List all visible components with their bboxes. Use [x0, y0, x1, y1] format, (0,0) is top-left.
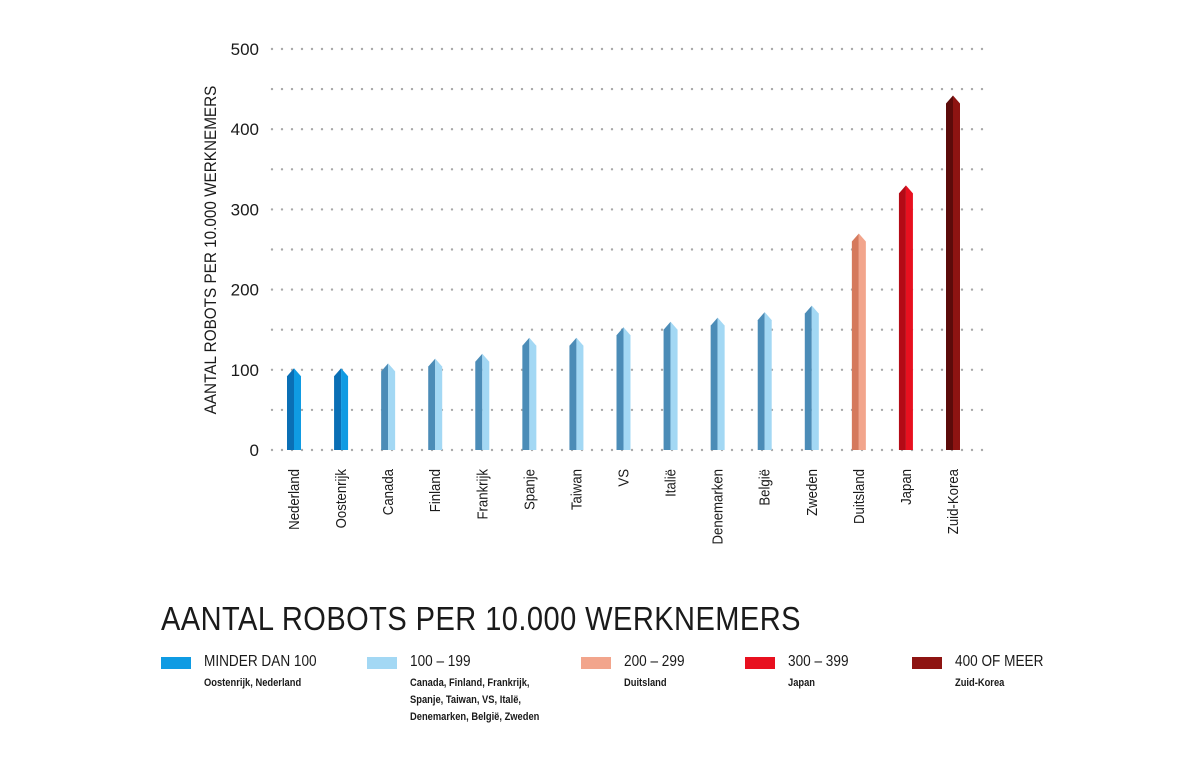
- y-tick-label: 400: [231, 120, 259, 139]
- y-tick-label: 200: [231, 281, 259, 300]
- bar-face-light: [953, 95, 960, 450]
- x-tick-label: Taiwan: [568, 469, 585, 510]
- legend-swatch: [367, 657, 397, 669]
- legend-members: Canada, Finland, Frankrijk, Spanje, Taiw…: [410, 677, 540, 723]
- bar-taiwan: [569, 337, 584, 450]
- legend-members: Oostenrijk, Nederland: [204, 677, 302, 689]
- bar-face-dark: [334, 368, 342, 450]
- bar-chart: 0 100 200 300 400 500 Nederland Oostenrijk Cana…: [201, 40, 994, 544]
- bar-face-light: [576, 337, 584, 450]
- bar-denemarken: [710, 317, 725, 450]
- bar-face-light: [435, 358, 443, 450]
- bar-face-dark: [287, 368, 294, 450]
- bar-face-dark: [663, 321, 671, 450]
- x-tick-label: Oostenrijk: [332, 468, 349, 528]
- x-tick-label: Frankrijk: [473, 468, 490, 519]
- bar-nederland: [287, 368, 301, 450]
- bar-canada: [381, 363, 396, 450]
- bars: [287, 95, 960, 450]
- legend-members: Duitsland: [624, 677, 667, 689]
- bar-face-dark: [428, 358, 436, 450]
- bar-face-light: [717, 317, 725, 450]
- bar-face-dark: [757, 312, 765, 450]
- bar-japan: [898, 185, 913, 450]
- bar-face-light: [482, 353, 490, 450]
- bar-face-light: [670, 321, 678, 450]
- bar-oostenrijk: [334, 368, 349, 450]
- x-tick-label: Nederland: [285, 469, 302, 530]
- y-tick-label: 300: [231, 200, 259, 219]
- x-tick-label: Zweden: [803, 469, 820, 516]
- legend-swatch: [161, 657, 191, 669]
- bar-duitsland: [851, 233, 866, 450]
- bar-face-dark: [522, 337, 530, 450]
- bar-face-light: [341, 368, 349, 450]
- bar-face-dark: [381, 363, 389, 450]
- bar-spanje: [522, 337, 537, 450]
- legend-label: MINDER DAN 100: [204, 653, 317, 670]
- bar-zuid-korea: [946, 95, 960, 450]
- bar-face-dark: [804, 305, 812, 450]
- legend-members: Zuid-Korea: [955, 677, 1005, 689]
- bar-face-dark: [475, 353, 483, 450]
- bar-face-dark: [851, 233, 859, 450]
- bar-vs: [616, 327, 631, 450]
- x-tick-label: Denemarken: [709, 469, 726, 544]
- legend-swatch: [581, 657, 611, 669]
- y-axis-ticks: 0 100 200 300 400 500: [231, 40, 259, 460]
- x-tick-label: Canada: [379, 469, 396, 515]
- y-tick-label: 500: [231, 40, 259, 59]
- x-tick-label: VS: [615, 469, 632, 487]
- x-tick-label: Finland: [426, 469, 443, 512]
- bar-face-dark: [710, 317, 718, 450]
- legend-swatch: [745, 657, 775, 669]
- x-tick-label: Duitsland: [850, 469, 867, 524]
- bar-face-light: [905, 185, 913, 450]
- bar-face-light: [764, 312, 772, 450]
- bar-italië: [663, 321, 678, 450]
- x-tick-label: Italië: [662, 469, 679, 497]
- y-tick-label: 100: [231, 361, 259, 380]
- y-axis-label: AANTAL ROBOTS PER 10.000 WERKNEMERS: [201, 85, 220, 414]
- bar-zweden: [804, 305, 819, 450]
- x-axis-labels: Nederland Oostenrijk Canada Finland Frankrij…: [285, 468, 961, 544]
- bar-frankrijk: [475, 353, 490, 450]
- bar-face-light: [294, 368, 301, 450]
- bar-face-dark: [946, 95, 953, 450]
- chart-title: AANTAL ROBOTS PER 10.000 WERKNEMERS: [161, 600, 801, 637]
- bar-face-dark: [569, 337, 577, 450]
- bar-face-light: [858, 233, 866, 450]
- legend-label: 200 – 299: [624, 653, 685, 670]
- bar-finland: [428, 358, 443, 450]
- bar-face-light: [388, 363, 396, 450]
- gridlines: [270, 47, 994, 452]
- x-tick-label: Spanje: [521, 469, 538, 510]
- bar-face-light: [811, 305, 819, 450]
- bar-face-dark: [616, 327, 624, 450]
- bar-face-dark: [898, 185, 906, 450]
- x-tick-label: Zuid-Korea: [944, 469, 961, 534]
- x-tick-label: Japan: [897, 469, 914, 505]
- legend: MINDER DAN 100 Oostenrijk, Nederland 100…: [0, 653, 1201, 764]
- y-tick-label: 0: [250, 441, 259, 460]
- x-tick-label: België: [756, 469, 773, 506]
- legend-members: Japan: [788, 677, 816, 689]
- bar-face-light: [623, 327, 631, 450]
- legend-swatch: [912, 657, 942, 669]
- legend-label: 100 – 199: [410, 653, 471, 670]
- legend-label: 300 – 399: [788, 653, 849, 670]
- bar-face-light: [529, 337, 537, 450]
- legend-label: 400 OF MEER: [955, 653, 1044, 670]
- bar-belgië: [757, 312, 772, 450]
